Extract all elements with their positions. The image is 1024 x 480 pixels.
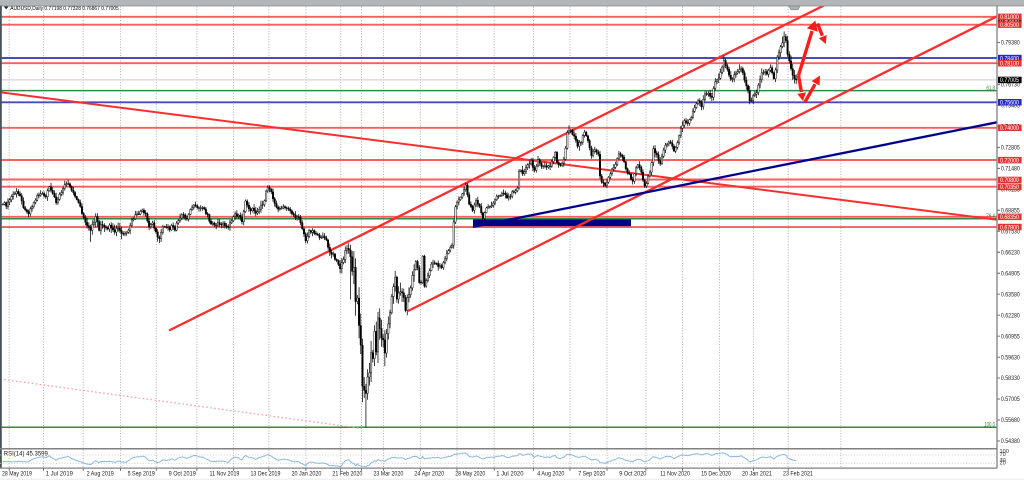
svg-text:0.79380: 0.79380 bbox=[1001, 40, 1020, 47]
svg-text:70: 70 bbox=[1000, 452, 1006, 458]
svg-text:0.80500: 0.80500 bbox=[1000, 22, 1019, 29]
svg-text:0.54380: 0.54380 bbox=[1001, 438, 1020, 445]
svg-text:0.63580: 0.63580 bbox=[1001, 291, 1020, 298]
svg-text:0.64905: 0.64905 bbox=[1001, 270, 1020, 277]
svg-text:5 Sep 2019: 5 Sep 2019 bbox=[128, 470, 156, 477]
svg-text:0.55680: 0.55680 bbox=[1001, 417, 1020, 424]
svg-text:0.60955: 0.60955 bbox=[1001, 333, 1020, 340]
svg-text:0.70350: 0.70350 bbox=[1000, 184, 1019, 191]
svg-text:0.75600: 0.75600 bbox=[1000, 100, 1019, 107]
svg-text:0.57005: 0.57005 bbox=[1001, 396, 1020, 403]
svg-text:0.74000: 0.74000 bbox=[1000, 125, 1019, 132]
svg-text:2 Aug 2019: 2 Aug 2019 bbox=[87, 470, 115, 477]
svg-text:9 Oct 2020: 9 Oct 2020 bbox=[619, 470, 647, 477]
svg-text:30: 30 bbox=[1000, 458, 1006, 464]
svg-text:28 May 2019: 28 May 2019 bbox=[2, 470, 32, 477]
svg-text:15 Dec 2020: 15 Dec 2020 bbox=[701, 470, 731, 477]
svg-text:AUDUSD,Daily 0.77198 0.77328 0: AUDUSD,Daily 0.77198 0.77328 0.76867 0.7… bbox=[10, 6, 119, 12]
svg-text:0.78100: 0.78100 bbox=[1000, 61, 1019, 68]
svg-text:20 Jan 2021: 20 Jan 2021 bbox=[742, 470, 772, 477]
svg-text:13 Dec 2019: 13 Dec 2019 bbox=[251, 470, 281, 477]
svg-text:0.71480: 0.71480 bbox=[1001, 166, 1020, 173]
svg-text:23 Feb 2021: 23 Feb 2021 bbox=[783, 470, 813, 477]
svg-text:24 Apr 2020: 24 Apr 2020 bbox=[414, 470, 444, 477]
svg-text:0.66230: 0.66230 bbox=[1001, 249, 1020, 256]
svg-text:100.0: 100.0 bbox=[984, 423, 995, 429]
svg-text:0.75405: 0.75405 bbox=[1001, 103, 1020, 110]
svg-text:11 Nov 2020: 11 Nov 2020 bbox=[660, 470, 690, 477]
svg-text:RSI(14) 45.3599: RSI(14) 45.3599 bbox=[4, 451, 49, 457]
svg-text:61.8: 61.8 bbox=[986, 86, 995, 92]
svg-text:0.72805: 0.72805 bbox=[1001, 145, 1020, 152]
svg-text:0.70800: 0.70800 bbox=[1000, 177, 1019, 184]
svg-text:0.62280: 0.62280 bbox=[1001, 312, 1020, 319]
svg-text:9 Oct 2019: 9 Oct 2019 bbox=[169, 470, 197, 477]
svg-text:1 Jul 2020: 1 Jul 2020 bbox=[496, 470, 524, 477]
svg-text:0.77005: 0.77005 bbox=[1000, 77, 1019, 84]
svg-text:0.59630: 0.59630 bbox=[1001, 354, 1020, 361]
svg-text:4 Aug 2020: 4 Aug 2020 bbox=[537, 470, 565, 477]
svg-text:11 Nov 2019: 11 Nov 2019 bbox=[210, 470, 240, 477]
svg-text:1 Jul 2019: 1 Jul 2019 bbox=[46, 470, 74, 477]
svg-text:23 Mar 2020: 23 Mar 2020 bbox=[373, 470, 403, 477]
svg-text:0.67800: 0.67800 bbox=[1000, 224, 1019, 231]
svg-text:76.4: 76.4 bbox=[986, 214, 995, 220]
svg-text:0.78400: 0.78400 bbox=[1000, 55, 1019, 62]
svg-text:0.72000: 0.72000 bbox=[1000, 158, 1019, 165]
svg-text:0.67530: 0.67530 bbox=[1001, 228, 1020, 235]
svg-text:0.76730: 0.76730 bbox=[1001, 82, 1020, 89]
svg-text:20 Jan 2020: 20 Jan 2020 bbox=[292, 470, 322, 477]
svg-text:21 Feb 2020: 21 Feb 2020 bbox=[332, 470, 362, 477]
svg-text:0.58330: 0.58330 bbox=[1001, 375, 1020, 382]
svg-text:0.68350: 0.68350 bbox=[1000, 214, 1019, 221]
svg-text:0.68855: 0.68855 bbox=[1001, 207, 1020, 214]
svg-text:0.81000: 0.81000 bbox=[1000, 14, 1019, 21]
svg-text:28 May 2020: 28 May 2020 bbox=[455, 470, 485, 477]
svg-text:20: 20 bbox=[1000, 461, 1006, 467]
svg-text:100: 100 bbox=[1000, 449, 1009, 455]
svg-text:7 Sep 2020: 7 Sep 2020 bbox=[578, 470, 606, 477]
